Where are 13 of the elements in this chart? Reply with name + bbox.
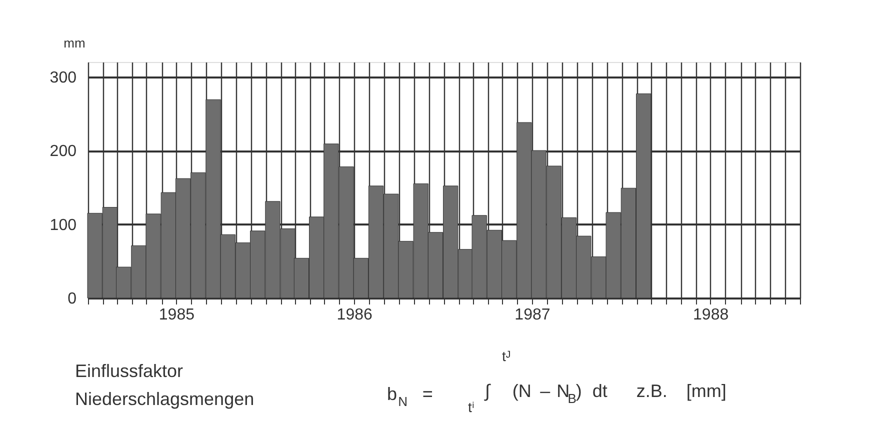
y-tick-label: 0 — [68, 290, 77, 308]
y-tick-label: 200 — [50, 143, 77, 160]
text: tⁱ — [468, 399, 474, 415]
x-tick-label: 1987 — [514, 306, 550, 324]
y-axis-title: mm — [64, 36, 86, 50]
text: Niederschlagsmengen — [75, 389, 254, 409]
x-tick-label: 1988 — [693, 306, 729, 324]
text: Einflussfaktor — [75, 361, 184, 381]
x-tick-label: 1986 — [336, 306, 372, 324]
text: tᴶ — [502, 348, 511, 364]
y-tick-label: 100 — [50, 216, 77, 234]
y-tick-label: 300 — [50, 69, 77, 86]
x-tick-label: 1985 — [158, 306, 195, 324]
